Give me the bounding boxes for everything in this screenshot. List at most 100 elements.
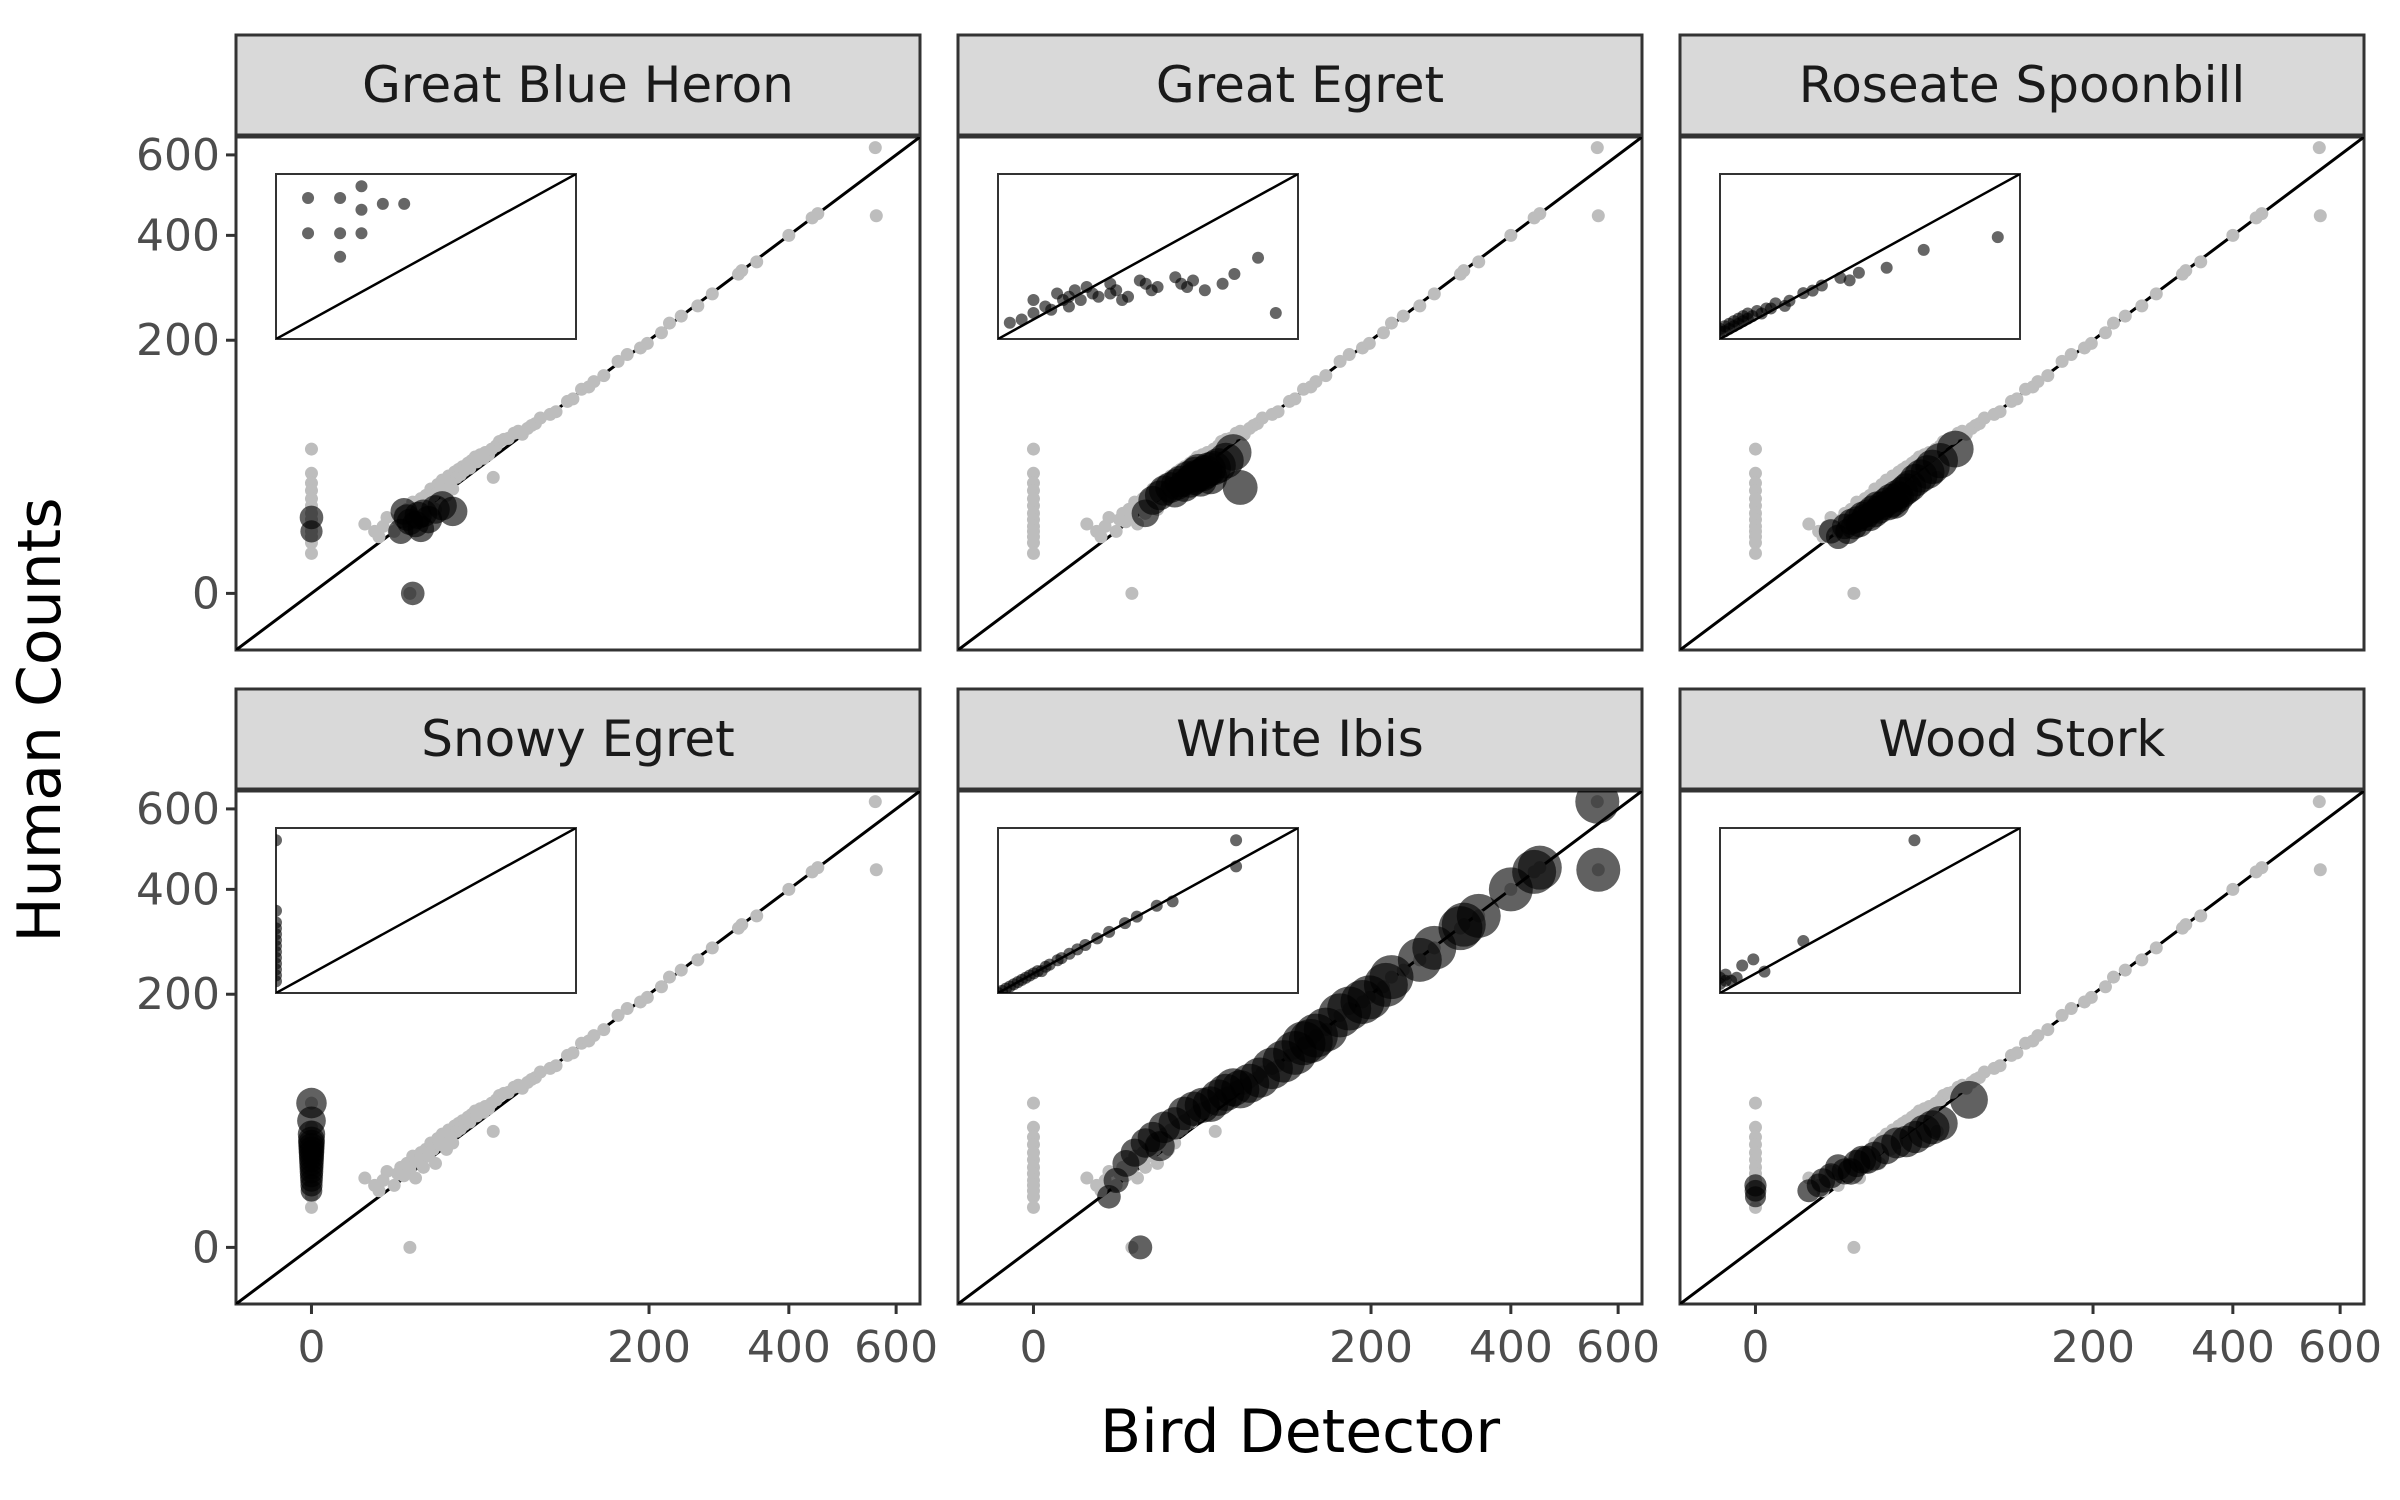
species-point [299, 505, 324, 530]
background-point [429, 1156, 443, 1170]
y-tick-label: 400 [136, 864, 220, 915]
inset-point [1880, 261, 1893, 274]
background-point [735, 918, 749, 932]
background-point [1591, 209, 1605, 223]
strip-label-wood-stork: Wood Stork [1879, 710, 2166, 768]
inset-point [1198, 284, 1211, 297]
species-point [1923, 1106, 1958, 1141]
background-point [1362, 336, 1376, 350]
inset-point [1110, 284, 1123, 297]
background-point [1309, 375, 1323, 389]
inset-reference-line [276, 828, 576, 993]
background-point [1026, 442, 1040, 456]
species-point [296, 1087, 327, 1119]
y-tick-label: 400 [136, 210, 220, 261]
x-tick-label: 400 [2191, 1322, 2275, 1373]
inset-point [355, 203, 368, 216]
panel-great-blue-heron: Great Blue Heron 0 200 400 600 [136, 33, 922, 652]
background-point [304, 442, 318, 456]
background-point [2041, 1023, 2055, 1037]
background-point [735, 264, 749, 278]
y-tick-label: 0 [192, 568, 220, 619]
inset-point [1166, 895, 1179, 908]
inset-point [1122, 290, 1135, 303]
background-point [2031, 375, 2045, 389]
background-point [2064, 1002, 2078, 1016]
background-point [1385, 316, 1399, 330]
x-tick-label: 400 [747, 1322, 831, 1373]
inset-point [276, 916, 282, 929]
background-point [2179, 918, 2193, 932]
inset-point [1917, 243, 1930, 256]
background-point [2041, 369, 2055, 383]
panel-great-egret: Great Egret [956, 33, 1644, 652]
background-point [304, 546, 318, 560]
inset-point [1187, 274, 1200, 287]
background-point [416, 1160, 430, 1174]
background-point [2064, 348, 2078, 362]
background-point [446, 1136, 460, 1150]
inset-point [1062, 300, 1075, 313]
inset-point [1118, 917, 1131, 930]
background-point [387, 1178, 401, 1192]
x-tick-label: 0 [297, 1322, 325, 1373]
y-axis-title: Human Counts [5, 498, 75, 943]
species-point [1575, 791, 1620, 824]
background-point [2179, 264, 2193, 278]
background-point [597, 1023, 611, 1037]
species-point [1517, 845, 1562, 890]
background-point [1026, 1200, 1040, 1214]
x-tick-label: 0 [1741, 1322, 1769, 1373]
background-point [1080, 1171, 1094, 1185]
background-point [663, 316, 677, 330]
background-point [372, 1184, 386, 1198]
background-point [2098, 326, 2112, 340]
inset-point [302, 227, 315, 240]
panel-snowy-egret: Snowy Egret 0 200 400 600 0 200 400 600 [136, 687, 938, 1373]
background-point [2226, 228, 2240, 242]
background-point [1977, 1065, 1991, 1079]
inset-point [1991, 231, 2004, 244]
inset-point [1068, 284, 1081, 297]
strip-label-white-ibis: White Ibis [1176, 710, 1424, 768]
strip-wood-stork [1678, 687, 2366, 791]
species-point [437, 496, 468, 527]
inset-point [1230, 834, 1243, 847]
inset-point [1269, 306, 1282, 319]
background-point [2107, 970, 2121, 984]
species-point [1576, 847, 1621, 892]
background-point [2194, 909, 2208, 923]
background-point [811, 207, 825, 221]
strip-great-egret [956, 33, 1644, 137]
strip-great-blue-heron [234, 33, 922, 137]
inset-point [334, 227, 347, 240]
background-point [750, 255, 764, 269]
background-point [587, 1029, 601, 1043]
inset-point [398, 197, 411, 210]
inset-point [1843, 274, 1856, 287]
background-point [2098, 980, 2112, 994]
background-point [663, 970, 677, 984]
background-point [869, 863, 883, 877]
background-point [486, 470, 500, 484]
inset-point [1783, 294, 1796, 307]
background-point [691, 953, 705, 967]
inset-point [1834, 271, 1847, 284]
background-point [2255, 207, 2269, 221]
background-point [372, 530, 386, 544]
background-point [1457, 264, 1471, 278]
background-point [597, 369, 611, 383]
background-point [1026, 1096, 1040, 1110]
inset-point [1150, 899, 1163, 912]
background-point [1847, 586, 1861, 600]
strip-label-great-egret: Great Egret [1156, 56, 1444, 114]
inset-point [1079, 938, 1092, 951]
strip-label-great-blue-heron: Great Blue Heron [362, 56, 794, 114]
species-point [400, 581, 425, 606]
background-point [1748, 546, 1762, 560]
background-point [2084, 336, 2098, 350]
background-point [640, 336, 654, 350]
background-point [674, 309, 688, 323]
background-point [1748, 442, 1762, 456]
background-point [705, 941, 719, 955]
